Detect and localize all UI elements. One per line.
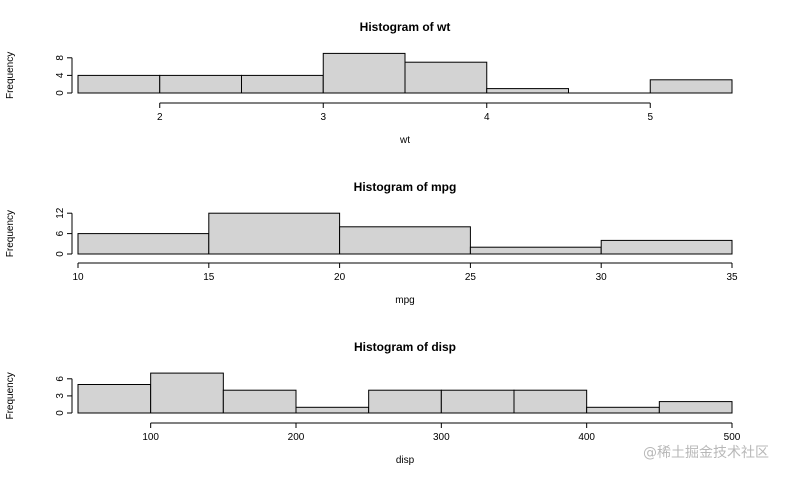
histogram-bar — [339, 226, 471, 255]
histogram-bar — [77, 74, 161, 94]
x-tick-label: 5 — [647, 112, 653, 123]
x-axis-label: disp — [396, 455, 415, 466]
histogram-bar — [322, 52, 406, 94]
histogram-bar — [222, 389, 297, 414]
histogram-bar — [658, 401, 733, 414]
chart-title: Histogram of mpg — [354, 180, 457, 194]
y-tick-label: 0 — [55, 410, 66, 416]
y-axis-label: Frequency — [5, 210, 16, 257]
x-axis-label: mpg — [395, 295, 414, 306]
histogram-bar — [469, 246, 602, 255]
histogram-bar — [600, 239, 733, 255]
histogram-bar — [295, 406, 370, 414]
x-tick-label: 4 — [484, 112, 490, 123]
y-tick-label: 0 — [55, 251, 66, 257]
histogram-bar — [486, 88, 569, 94]
histogram-bar — [513, 389, 588, 414]
histogram-bar — [368, 389, 442, 414]
watermark: @稀土掘金技术社区 — [643, 445, 769, 461]
histogram-bar — [77, 233, 210, 255]
histogram-bar — [150, 372, 224, 414]
y-tick-label: 3 — [55, 393, 66, 399]
histogram-bar — [159, 74, 242, 94]
y-axis-label: Frequency — [5, 52, 16, 99]
histogram-bar — [241, 74, 324, 94]
y-tick-label: 12 — [55, 207, 66, 219]
y-tick-label: 4 — [55, 72, 66, 78]
histogram-bar — [77, 384, 152, 414]
x-tick-label: 300 — [433, 432, 450, 443]
x-tick-label: 30 — [596, 272, 608, 283]
histogram-bar — [404, 61, 488, 94]
histogram-bar — [440, 389, 515, 414]
x-tick-label: 20 — [334, 272, 346, 283]
x-tick-label: 400 — [578, 432, 595, 443]
x-tick-label: 10 — [72, 272, 84, 283]
x-tick-label: 200 — [288, 432, 305, 443]
x-axis-label: wt — [399, 135, 410, 146]
y-tick-label: 8 — [55, 55, 66, 61]
x-tick-label: 35 — [726, 272, 738, 283]
x-tick-label: 15 — [203, 272, 215, 283]
y-tick-label: 0 — [55, 90, 66, 96]
histogram-bar — [586, 406, 660, 414]
histogram-bar — [208, 212, 341, 255]
x-tick-label: 500 — [724, 432, 741, 443]
chart-title: Histogram of wt — [360, 20, 451, 34]
x-tick-label: 100 — [142, 432, 159, 443]
x-tick-label: 25 — [465, 272, 477, 283]
chart-title: Histogram of disp — [354, 340, 456, 354]
x-tick-label: 3 — [320, 112, 326, 123]
histogram-bar — [649, 79, 733, 94]
y-tick-label: 6 — [55, 230, 66, 236]
y-axis-label: Frequency — [5, 372, 16, 419]
x-tick-label: 2 — [157, 112, 163, 123]
y-tick-label: 6 — [55, 376, 66, 382]
